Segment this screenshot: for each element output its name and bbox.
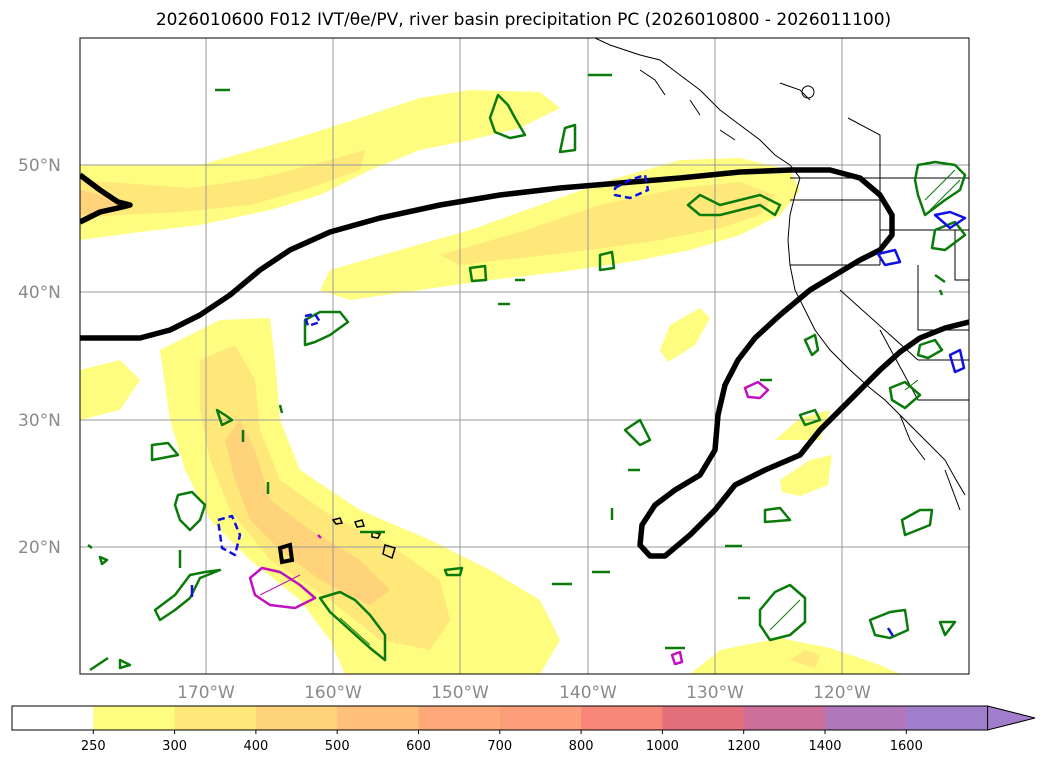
- lat-label: 50°N: [18, 156, 61, 176]
- lon-label: 140°W: [559, 683, 617, 703]
- lon-labels: 170°W 160°W 150°W 140°W 130°W 120°W: [177, 683, 871, 703]
- coast-islands-alaska: [639, 69, 736, 141]
- hatching: [259, 169, 961, 646]
- magenta-contours: [248, 380, 770, 666]
- ivt-patch-edge: [80, 360, 140, 420]
- ivt-patch-se2: [780, 455, 832, 496]
- colorbar-tick-label: 1400: [808, 739, 841, 754]
- blue-contours: [190, 173, 967, 637]
- colorbar-tick-label: 400: [243, 739, 268, 754]
- colorbar-tick-label: 500: [325, 739, 350, 754]
- colorbar-segment: [662, 706, 745, 730]
- colorbar: 250 300 400 500 600 700 800 1000 1200 1400 1600: [11, 705, 1036, 754]
- blue-dashed-1: [613, 173, 650, 200]
- coastlines: [594, 38, 969, 511]
- colorbar-segment: [743, 706, 826, 730]
- ivt-patch-mid: [660, 308, 710, 362]
- lon-label: 170°W: [177, 683, 235, 703]
- coast-north-america: [594, 38, 966, 496]
- lat-labels: 50°N 40°N 30°N 20°N: [18, 156, 61, 558]
- colorbar-segment: [337, 706, 419, 730]
- colorbar-extend-arrow: [987, 705, 1036, 731]
- colorbar-segment: [581, 706, 663, 730]
- colorbar-tick-label: 300: [162, 739, 187, 754]
- colorbar-segment: [418, 706, 501, 730]
- colorbar-tick-label: 250: [81, 739, 106, 754]
- ivt-patch-se3: [690, 638, 900, 674]
- green-contours: [87, 73, 967, 672]
- colorbar-tick-label: 1600: [890, 739, 923, 754]
- hawaii-thick: [277, 542, 295, 565]
- colorbar-segment: [825, 706, 907, 730]
- thick-contour: [80, 167, 969, 559]
- blue-dashed-2: [216, 514, 242, 557]
- ivt-plume-sw-mid: [200, 345, 450, 650]
- colorbar-segment: [93, 706, 176, 730]
- lat-label: 20°N: [18, 538, 61, 558]
- thick-contour-west: [80, 172, 133, 225]
- page-title: 2026010600 F012 IVT/θe/PV, river basin p…: [155, 10, 892, 30]
- ivt-plume-sw-small: [215, 372, 236, 395]
- colorbar-tick-label: 700: [487, 739, 512, 754]
- ivt-plume-sw-core: [225, 420, 390, 605]
- ivt-patch-se3-inner: [790, 650, 820, 668]
- blue-dashed-3: [303, 312, 322, 328]
- map-frame: [79, 37, 970, 675]
- lon-label: 120°W: [813, 683, 871, 703]
- colorbar-segment: [499, 706, 582, 730]
- lat-label: 30°N: [18, 411, 61, 431]
- colorbar-tick-label: 600: [406, 739, 431, 754]
- ivt-band-west-inner: [80, 150, 365, 218]
- colorbar-tick-label: 1000: [646, 739, 679, 754]
- colorbar-segment: [255, 706, 338, 730]
- colorbar-tick-label: 1200: [727, 739, 760, 754]
- lon-label: 130°W: [686, 683, 744, 703]
- state-borders: [790, 117, 969, 401]
- lon-label: 160°W: [304, 683, 362, 703]
- coast-baja: [899, 414, 961, 511]
- thick-contour-main: [80, 167, 969, 559]
- lat-label: 40°N: [18, 283, 61, 303]
- colorbar-segment: [12, 706, 94, 730]
- colorbar-segment: [174, 706, 257, 730]
- hawaiian-islands: [277, 517, 396, 565]
- colorbar-tick-label: 800: [569, 739, 594, 754]
- lon-label: 150°W: [431, 683, 489, 703]
- colorbar-segment: [906, 706, 989, 730]
